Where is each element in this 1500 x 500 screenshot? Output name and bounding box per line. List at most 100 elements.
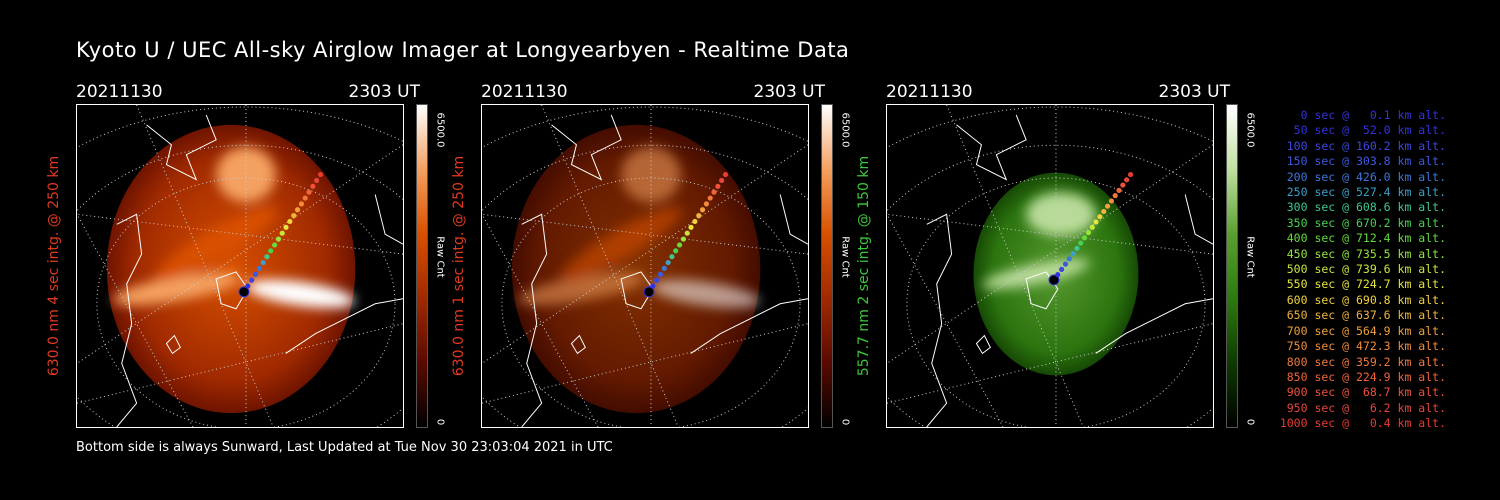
legend-entry: 950 sec @ 6.2 km alt. bbox=[1286, 400, 1446, 415]
legend-entry: 350 sec @ 670.2 km alt. bbox=[1286, 215, 1446, 230]
trajectory-dot bbox=[1127, 171, 1134, 178]
trajectory-dot bbox=[711, 189, 717, 195]
trajectory-dot bbox=[306, 189, 312, 195]
trajectory-dot bbox=[1108, 198, 1115, 204]
trajectory-dot bbox=[272, 242, 278, 248]
trajectory-dot bbox=[1104, 203, 1111, 209]
trajectory-dot bbox=[1097, 214, 1103, 220]
trajectory-dot bbox=[302, 195, 308, 201]
trajectory-dot bbox=[680, 236, 687, 242]
trajectory-dot bbox=[661, 265, 667, 271]
legend-entry: 50 sec @ 52.0 km alt. bbox=[1293, 123, 1446, 138]
trajectory-dot bbox=[256, 265, 262, 271]
page-footer: Bottom side is always Sunward, Last Upda… bbox=[76, 440, 613, 455]
trajectory-dot bbox=[275, 236, 282, 242]
trajectory-legend: 0 sec @ 0.1 km alt. 50 sec @ 52.0 km alt.… bbox=[1262, 108, 1446, 432]
trajectory-dot bbox=[703, 201, 710, 207]
page-title: Kyoto U / UEC All-sky Airglow Imager at … bbox=[76, 38, 850, 62]
legend-entry: 300 sec @ 608.6 km alt. bbox=[1286, 200, 1446, 215]
legend-entry: 550 sec @ 724.7 km alt. bbox=[1286, 277, 1446, 292]
airglow-panel-630nm-1sec: 20211130 2303 UT 630.0 nm 1 sec intg. @ … bbox=[451, 82, 881, 432]
legend-entry: 900 sec @ 68.7 km alt. bbox=[1286, 385, 1446, 400]
legend-entry: 100 sec @ 160.2 km alt. bbox=[1286, 138, 1446, 153]
all-sky-image bbox=[481, 104, 809, 428]
colorbar bbox=[416, 104, 428, 428]
trajectory-dot bbox=[707, 195, 713, 201]
panel-date: 20211130 bbox=[76, 82, 163, 102]
trajectory-dot bbox=[287, 218, 293, 225]
trajectory-dot bbox=[268, 248, 274, 254]
legend-entry: 450 sec @ 735.5 km alt. bbox=[1286, 246, 1446, 261]
trajectory-dot bbox=[1055, 272, 1061, 278]
panel-date: 20211130 bbox=[481, 82, 568, 102]
trajectory-dot bbox=[279, 230, 285, 236]
trajectory-dot bbox=[1085, 229, 1092, 236]
trajectory-dot bbox=[294, 207, 301, 213]
colorbar bbox=[821, 104, 833, 428]
legend-entry: 150 sec @ 303.8 km alt. bbox=[1286, 154, 1446, 169]
trajectory-dot bbox=[283, 224, 289, 230]
trajectory-dot bbox=[245, 283, 251, 289]
trajectory-dot bbox=[719, 177, 725, 184]
legend-entry: 850 sec @ 224.9 km alt. bbox=[1286, 369, 1446, 384]
trajectory-dot bbox=[1101, 208, 1107, 215]
trajectory-dot bbox=[715, 183, 721, 189]
trajectory-dot bbox=[1093, 219, 1099, 225]
legend-entry: 250 sec @ 527.4 km alt. bbox=[1286, 185, 1446, 200]
trajectory-dot bbox=[1066, 256, 1072, 262]
trajectory-dot bbox=[260, 259, 266, 266]
trajectory-dot bbox=[677, 242, 683, 248]
trajectory-dot bbox=[654, 277, 660, 283]
trajectory-dot bbox=[310, 183, 316, 189]
trajectory-dot bbox=[314, 177, 320, 184]
trajectory-dot bbox=[1074, 245, 1080, 251]
trajectory-dot bbox=[252, 271, 259, 277]
legend-entry: 600 sec @ 690.8 km alt. bbox=[1286, 292, 1446, 307]
panel-time: 2303 UT bbox=[753, 82, 826, 102]
trajectory-dot bbox=[291, 213, 297, 219]
trajectory-dot bbox=[264, 254, 270, 260]
trajectory-dot bbox=[1124, 177, 1130, 183]
trajectory-dot bbox=[722, 171, 729, 178]
trajectory-dot bbox=[696, 213, 702, 219]
trajectory-dot bbox=[1078, 240, 1084, 246]
legend-entry: 400 sec @ 712.4 km alt. bbox=[1286, 231, 1446, 246]
trajectory-dot bbox=[1120, 182, 1126, 188]
trajectory-dot bbox=[1116, 187, 1122, 193]
legend-entry: 1000 sec @ 0.4 km alt. bbox=[1279, 416, 1446, 431]
trajectory-dot bbox=[684, 230, 690, 236]
legend-entry: 0 sec @ 0.1 km alt. bbox=[1300, 108, 1446, 122]
legend-entry: 200 sec @ 426.0 km alt. bbox=[1286, 169, 1446, 184]
panel-time: 2303 UT bbox=[348, 82, 421, 102]
trajectory-dot bbox=[317, 171, 324, 178]
trajectory-dot bbox=[673, 248, 679, 254]
trajectory-dot bbox=[665, 259, 671, 266]
trajectory-dot bbox=[692, 218, 698, 225]
trajectory-dot bbox=[688, 224, 694, 230]
all-sky-image bbox=[886, 104, 1214, 428]
legend-entry: 500 sec @ 739.6 km alt. bbox=[1286, 262, 1446, 277]
airglow-panel-557nm-2sec: 20211130 2303 UT 557.7 nm 2 sec intg. @ … bbox=[856, 82, 1286, 432]
trajectory-dot bbox=[1082, 235, 1088, 241]
trajectory-dot bbox=[1112, 193, 1118, 199]
trajectory-dot bbox=[657, 271, 664, 277]
trajectory-dot bbox=[1059, 266, 1065, 272]
trajectory-dot bbox=[1048, 274, 1060, 286]
trajectory-dot bbox=[298, 201, 305, 207]
legend-entry: 800 sec @ 359.2 km alt. bbox=[1286, 354, 1446, 369]
trajectory-dot bbox=[650, 283, 656, 289]
trajectory-dot bbox=[699, 207, 706, 213]
trajectory-dot bbox=[238, 286, 250, 298]
airglow-panel-630nm-4sec: 20211130 2303 UT 630.0 nm 4 sec intg. @ … bbox=[46, 82, 476, 432]
trajectory-dot bbox=[249, 277, 255, 283]
legend-entry: 750 sec @ 472.3 km alt. bbox=[1286, 339, 1446, 354]
trajectory-dot bbox=[1062, 261, 1069, 267]
legend-entry: 700 sec @ 564.9 km alt. bbox=[1286, 323, 1446, 338]
trajectory-dot bbox=[669, 254, 675, 260]
legend-entry: 650 sec @ 637.6 km alt. bbox=[1286, 308, 1446, 323]
colorbar bbox=[1226, 104, 1238, 428]
trajectory-dot bbox=[1089, 224, 1095, 230]
trajectory-dot bbox=[1070, 250, 1076, 257]
all-sky-image bbox=[76, 104, 404, 428]
trajectory-dot bbox=[643, 286, 655, 298]
